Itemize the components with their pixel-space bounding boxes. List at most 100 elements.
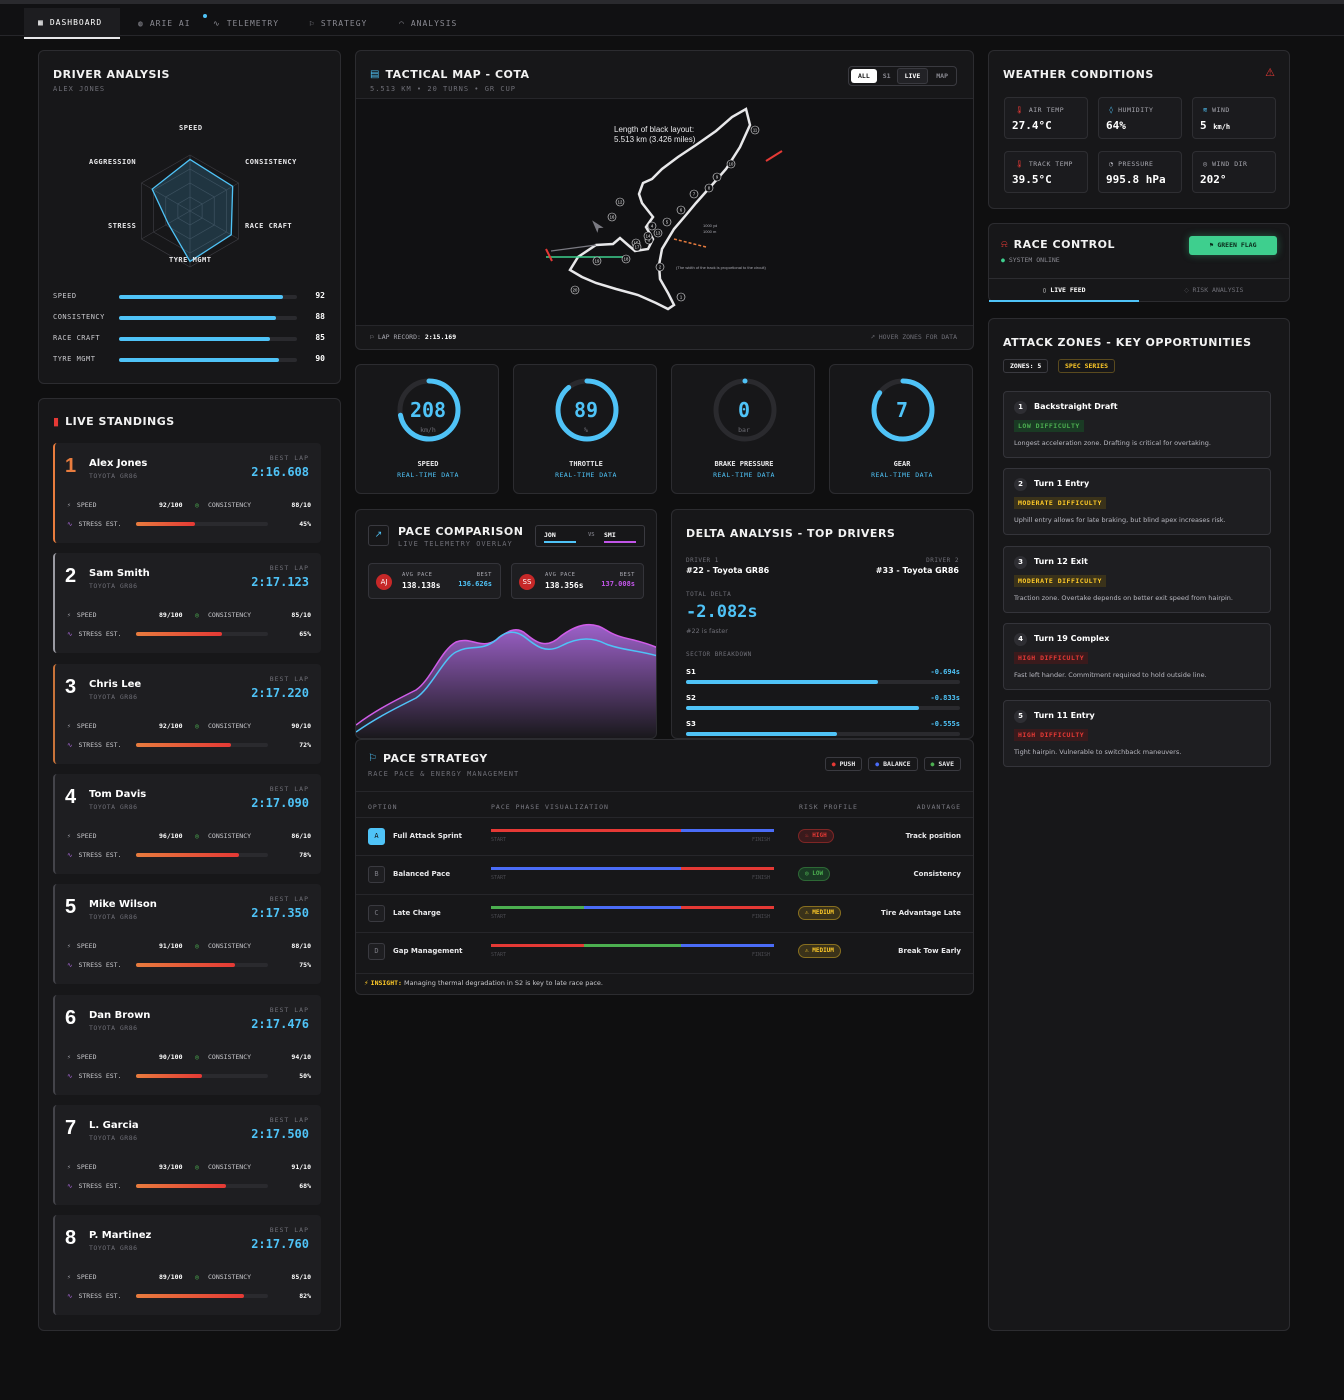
- finish-label: FINISH: [752, 951, 771, 958]
- tab-strategy[interactable]: ⚐ STRATEGY: [309, 19, 368, 28]
- filter-all[interactable]: ALL: [851, 69, 877, 83]
- weather-wind-dir: ◎ WIND DIR 202°: [1192, 151, 1276, 193]
- best-lap-time: 2:17.090: [251, 795, 309, 810]
- zones-count-badge: ZONES: 5: [1003, 359, 1049, 373]
- attack-zone[interactable]: 3 Turn 12 Exit MODERATE DIFFICULTY Tract…: [1003, 545, 1271, 613]
- card-title: ATTACK ZONES - KEY OPPORTUNITIES: [1003, 336, 1252, 349]
- best-lap-label: BEST LAP: [269, 1115, 309, 1124]
- tab-dashboard[interactable]: ▦ DASHBOARD: [24, 8, 120, 39]
- phase-segment: [491, 943, 585, 947]
- speed-icon: ⚡: [67, 1052, 71, 1061]
- driver-1-name: #22 - Toyota GR86: [686, 566, 770, 575]
- attack-zone[interactable]: 1 Backstraight Draft LOW DIFFICULTY Long…: [1003, 391, 1271, 458]
- turn-label: 2: [659, 265, 662, 270]
- speed-value: 90/100: [159, 1052, 183, 1061]
- attack-zone[interactable]: 2 Turn 1 Entry MODERATE DIFFICULTY Uphil…: [1003, 468, 1271, 536]
- standing-row[interactable]: 4 Tom Davis TOYOTA GR86 BEST LAP 2:17.09…: [53, 773, 321, 874]
- tab-live-feed[interactable]: ▯ LIVE FEED: [989, 278, 1139, 302]
- tab-risk-analysis[interactable]: ◌ RISK ANALYSIS: [1139, 278, 1289, 302]
- zone-number: 4: [1014, 632, 1027, 646]
- tab-telemetry[interactable]: ∿ TELEMETRY: [213, 19, 280, 28]
- scale-label: 1000 yd: [703, 223, 717, 228]
- strategy-row[interactable]: C Late Charge START FINISH ⚠ MEDIUM Tire…: [356, 893, 973, 932]
- pulse-icon: ∿: [67, 1071, 73, 1080]
- speed-value: 93/100: [159, 1162, 183, 1171]
- turn-marker: [655, 262, 665, 272]
- stress-fill: [136, 742, 232, 747]
- consistency-value: 88/10: [291, 501, 311, 509]
- driver-name: P. Martinez: [89, 1230, 152, 1242]
- spec-series-badge: SPEC SERIES: [1058, 359, 1116, 373]
- gauge-fill: [713, 378, 777, 442]
- wind-icon: ≋: [1203, 106, 1208, 114]
- ai-icon: ◍: [138, 19, 144, 28]
- standing-row[interactable]: 8 P. Martinez TOYOTA GR86 BEST LAP 2:17.…: [53, 1215, 321, 1316]
- driver-b-summary: SS AVG PACE 138.356s BEST 137.008s: [511, 563, 644, 599]
- flag-icon: ⚐: [309, 19, 315, 28]
- live-standings-card: ▮ LIVE STANDINGS 1 Alex Jones TOYOTA GR8…: [38, 398, 341, 1331]
- filter-live[interactable]: LIVE: [896, 68, 929, 84]
- insight: ⚡ INSIGHT: Managing thermal degradation …: [364, 979, 603, 987]
- track-map[interactable]: Length of black layout: 5.513 km (3.426 …: [356, 98, 973, 326]
- speed-value: 89/100: [159, 611, 183, 620]
- best-lap-label: BEST LAP: [269, 895, 309, 904]
- turn-label: 13: [656, 231, 661, 236]
- driver-name: L. Garcia: [89, 1119, 139, 1131]
- pace-overlay-chart[interactable]: [356, 610, 657, 739]
- best-lap-label: BEST LAP: [269, 1005, 309, 1014]
- position: 1: [65, 455, 77, 477]
- radar-axis: [141, 182, 191, 212]
- phase-segment: [584, 905, 681, 909]
- best-lap-time: 2:17.220: [251, 685, 309, 700]
- filter-s1[interactable]: S1: [882, 72, 891, 80]
- standing-row[interactable]: 3 Chris Lee TOYOTA GR86 BEST LAP 2:17.22…: [53, 663, 321, 764]
- attack-zones-card: ATTACK ZONES - KEY OPPORTUNITIES ZONES: …: [988, 318, 1290, 1331]
- standing-row[interactable]: 6 Dan Brown TOYOTA GR86 BEST LAP 2:17.47…: [53, 994, 321, 1095]
- tab-analysis[interactable]: ◠ ANALYSIS: [399, 19, 458, 28]
- stress-bar: [136, 1294, 268, 1299]
- shield-icon: ◌: [1184, 286, 1189, 294]
- attack-zone[interactable]: 5 Turn 11 Entry HIGH DIFFICULTY Tight ha…: [1003, 700, 1271, 768]
- target-icon: ◎: [195, 1273, 199, 1282]
- thermometer-icon: 🌡: [1015, 106, 1025, 114]
- filter-map[interactable]: MAP: [936, 72, 948, 80]
- driver-compare-select[interactable]: JON VS SMI: [535, 525, 645, 547]
- driver-a-select[interactable]: JON: [544, 531, 576, 543]
- card-title: DELTA ANALYSIS - TOP DRIVERS: [686, 527, 896, 540]
- stress-bar: [136, 852, 268, 857]
- speed-icon: ⚡: [67, 1162, 71, 1171]
- zone-title: Turn 19 Complex: [1034, 633, 1110, 643]
- position: 4: [65, 785, 77, 808]
- strategy-row[interactable]: D Gap Management START FINISH ⚠ MEDIUM B…: [356, 931, 973, 970]
- stress-label: STRESS EST.: [78, 961, 122, 970]
- attack-zone[interactable]: 4 Turn 19 Complex HIGH DIFFICULTY Fast l…: [1003, 622, 1271, 690]
- card-title: RACE CONTROL: [1013, 238, 1115, 251]
- weather-value: 39.5°C: [1012, 173, 1052, 186]
- option-key[interactable]: D: [368, 942, 385, 960]
- col-option: OPTION: [368, 803, 398, 811]
- strategy-row[interactable]: A Full Attack Sprint START FINISH ♨ HIGH…: [356, 817, 973, 855]
- strategy-row[interactable]: B Balanced Pace START FINISH ◎ LOW Consi…: [356, 855, 973, 893]
- driver-b-select[interactable]: SMI: [604, 531, 636, 543]
- flag-icon: ⚐: [368, 753, 377, 764]
- standing-row[interactable]: 1 Alex Jones TOYOTA GR86 BEST LAP 2:16.6…: [53, 443, 321, 543]
- flag-icon: ⚑: [1209, 241, 1214, 249]
- standing-row[interactable]: 2 Sam Smith TOYOTA GR86 BEST LAP 2:17.12…: [53, 553, 321, 654]
- tab-arie-ai[interactable]: ◍ ARIE AI: [124, 8, 207, 39]
- map-note: (The width of the track is proportional …: [676, 265, 766, 270]
- option-key[interactable]: B: [368, 866, 385, 884]
- weather-value: 995.8 hPa: [1106, 173, 1166, 186]
- consistency-label: CONSISTENCY: [208, 831, 252, 840]
- standing-row[interactable]: 7 L. Garcia TOYOTA GR86 BEST LAP 2:17.50…: [53, 1104, 321, 1205]
- weather-label: PRESSURE: [1118, 160, 1154, 168]
- green-flag-button[interactable]: ⚑ GREEN FLAG: [1189, 236, 1277, 255]
- zone-description: Longest acceleration zone. Drafting is c…: [1014, 439, 1211, 447]
- option-key[interactable]: C: [368, 904, 385, 922]
- gauge-ring: [713, 378, 777, 442]
- stress-fill: [136, 522, 196, 526]
- standing-row[interactable]: 5 Mike Wilson TOYOTA GR86 BEST LAP 2:17.…: [53, 884, 321, 985]
- card-title: WEATHER CONDITIONS: [1003, 68, 1154, 81]
- alert-triangle-icon[interactable]: ⚠: [1265, 66, 1275, 79]
- option-key[interactable]: A: [368, 828, 385, 845]
- gauge-label: BRAKE PRESSURE: [714, 460, 774, 468]
